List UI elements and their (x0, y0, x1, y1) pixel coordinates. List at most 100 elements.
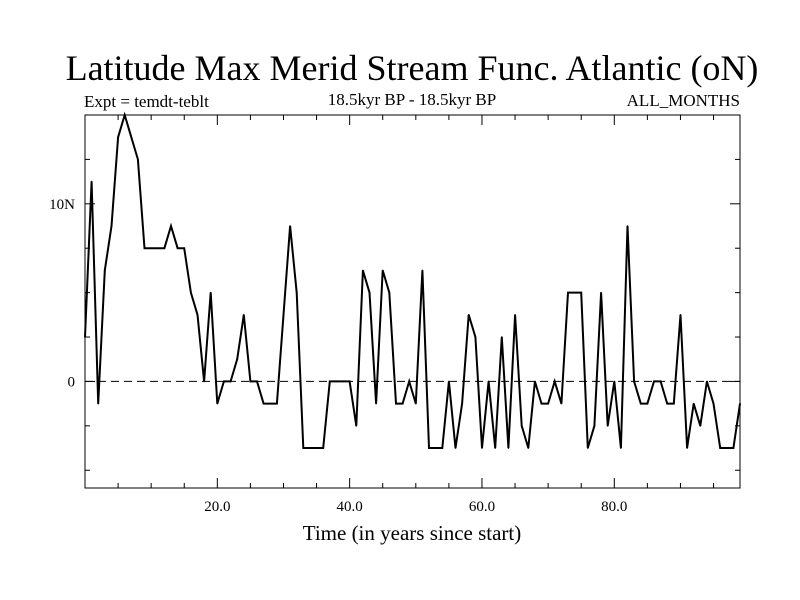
x-tick-label: 40.0 (337, 499, 363, 515)
data-point (415, 402, 417, 405)
y-tick-label: 0 (68, 374, 76, 390)
data-point (223, 380, 225, 383)
data-point (315, 447, 318, 449)
data-point (322, 447, 324, 449)
data-point (600, 291, 602, 294)
data-point (481, 447, 483, 449)
data-point (567, 291, 569, 294)
data-point (421, 269, 424, 272)
data-point (527, 447, 530, 449)
data-point (494, 447, 497, 449)
data-point (262, 402, 265, 405)
data-point (156, 247, 159, 250)
x-tick-label: 20.0 (204, 499, 230, 515)
data-point (276, 402, 278, 405)
data-point (242, 314, 245, 316)
data-point (514, 314, 516, 316)
data-point (699, 425, 702, 427)
x-tick-label: 60.0 (469, 499, 495, 515)
data-point (104, 269, 106, 272)
data-point (587, 447, 589, 449)
data-point (653, 380, 655, 383)
data-point (183, 247, 186, 250)
data-point (137, 158, 139, 161)
data-point (633, 380, 635, 383)
data-point (401, 402, 404, 405)
data-point (368, 291, 371, 294)
data-point (90, 180, 93, 183)
data-point (123, 114, 126, 116)
data-point (348, 380, 351, 383)
data-point (501, 336, 503, 338)
data-point (143, 247, 146, 250)
data-point (706, 380, 708, 383)
data-point (229, 380, 232, 383)
data-point (335, 380, 338, 383)
data-point (196, 314, 199, 316)
data-point (580, 291, 583, 294)
data-point (130, 136, 133, 139)
data-point (620, 447, 622, 449)
data-point (593, 425, 596, 427)
data-point (534, 380, 536, 383)
data-point (388, 291, 391, 294)
period-label: 18.5kyr BP - 18.5kyr BP (328, 90, 496, 109)
data-point (507, 447, 510, 449)
data-point (474, 336, 477, 338)
data-point (646, 402, 649, 405)
data-point (84, 336, 86, 338)
plot-frame (84, 114, 741, 489)
data-point (328, 380, 331, 383)
data-point (342, 380, 344, 383)
data-point (428, 447, 430, 449)
data-point (163, 247, 166, 250)
data-point (355, 425, 358, 427)
data-point (375, 402, 377, 405)
data-point (381, 269, 384, 272)
data-point (686, 447, 688, 449)
data-point (408, 380, 410, 383)
data-points (84, 114, 741, 449)
x-tick-label: 80.0 (601, 499, 627, 515)
data-point (606, 425, 609, 427)
data-point (739, 402, 741, 405)
data-point (725, 447, 728, 449)
data-point (679, 314, 682, 316)
data-point (289, 225, 291, 227)
data-point (547, 402, 549, 405)
data-point (673, 402, 675, 405)
data-point (309, 447, 311, 449)
data-point (639, 402, 642, 405)
data-point (362, 269, 364, 272)
data-point (461, 402, 463, 405)
data-point (560, 402, 563, 405)
data-point (256, 380, 258, 383)
data-point (170, 225, 172, 227)
data-point (732, 447, 735, 449)
data-point (176, 247, 179, 250)
data-point (448, 380, 450, 383)
data-point (249, 380, 252, 383)
data-point (282, 314, 285, 316)
data-point (467, 314, 470, 316)
data-point (573, 291, 576, 294)
data-point (719, 447, 721, 449)
chart-title: Latitude Max Merid Stream Func. Atlantic… (66, 48, 759, 88)
data-point (97, 402, 100, 405)
data-point (626, 225, 629, 227)
series-line (84, 111, 741, 449)
data-point (236, 358, 238, 361)
data-point (295, 291, 298, 294)
x-axis-label: Time (in years since start) (303, 521, 522, 545)
data-point (441, 447, 444, 449)
data-point (203, 380, 205, 383)
data-point (613, 380, 616, 383)
data-point (553, 380, 556, 383)
data-point (302, 447, 305, 449)
data-point (434, 447, 437, 449)
expt-label: Expt = temdt-teblt (84, 92, 209, 111)
data-point (150, 247, 152, 250)
tick-labels: 20.0 40.0 60.0 80.0 0 10N (49, 197, 627, 515)
y-tick-label: 10N (49, 197, 75, 213)
